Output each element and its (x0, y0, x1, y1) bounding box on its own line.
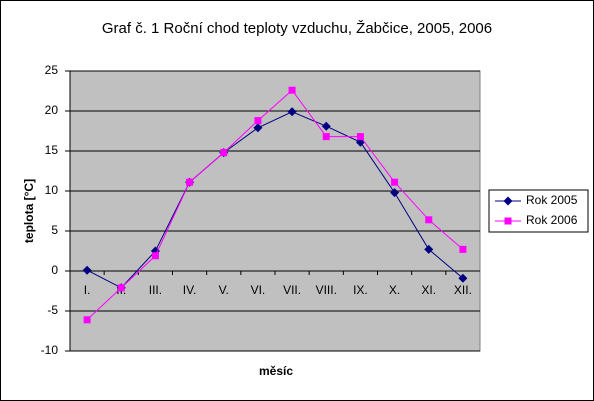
legend-label: Rok 2006 (526, 213, 578, 227)
marker (287, 107, 297, 117)
y-tick-label: 10 (45, 183, 59, 197)
legend-box (488, 189, 589, 233)
marker (458, 273, 468, 283)
y-tick-label: 20 (45, 103, 59, 117)
marker (220, 149, 228, 157)
x-tick-label: III. (149, 283, 162, 297)
marker (151, 252, 159, 260)
marker (322, 133, 330, 141)
y-tick-label: -10 (41, 343, 59, 357)
marker (391, 178, 399, 186)
marker (83, 316, 91, 324)
marker (117, 284, 125, 292)
x-tick-label: XI. (421, 283, 436, 297)
x-tick-label: VIII. (316, 283, 337, 297)
x-tick-label: XII. (454, 283, 472, 297)
marker (425, 216, 433, 224)
marker (288, 86, 296, 94)
x-tick-label: I. (84, 283, 91, 297)
marker (321, 121, 331, 131)
x-tick-label: VII. (283, 283, 301, 297)
x-tick-label: V. (219, 283, 229, 297)
y-tick-label: -5 (47, 303, 58, 317)
y-tick-label: 0 (51, 263, 58, 277)
marker (390, 188, 400, 198)
marker (254, 117, 262, 125)
marker (82, 265, 92, 275)
x-tick-label: X. (389, 283, 400, 297)
marker (503, 196, 513, 206)
x-tick-label: VI. (251, 283, 266, 297)
x-tick-label: IX. (353, 283, 368, 297)
marker (424, 244, 434, 254)
marker (253, 123, 263, 133)
chart-title: Graf č. 1 Roční chod teploty vzduchu, Ža… (102, 20, 492, 37)
series-line (86, 89, 464, 321)
x-axis-label: měsíc (259, 364, 293, 378)
x-tick-label: IV. (183, 283, 197, 297)
marker (356, 133, 364, 141)
y-tick-label: 5 (51, 223, 58, 237)
y-tick-label: 25 (45, 63, 59, 77)
legend-label: Rok 2005 (526, 193, 578, 207)
marker (504, 217, 512, 225)
y-axis-label: teplota [°C] (22, 179, 36, 243)
marker (186, 178, 194, 186)
series-line (86, 111, 464, 289)
marker (459, 245, 467, 253)
plot-area (69, 70, 481, 352)
y-tick-label: 15 (45, 143, 59, 157)
